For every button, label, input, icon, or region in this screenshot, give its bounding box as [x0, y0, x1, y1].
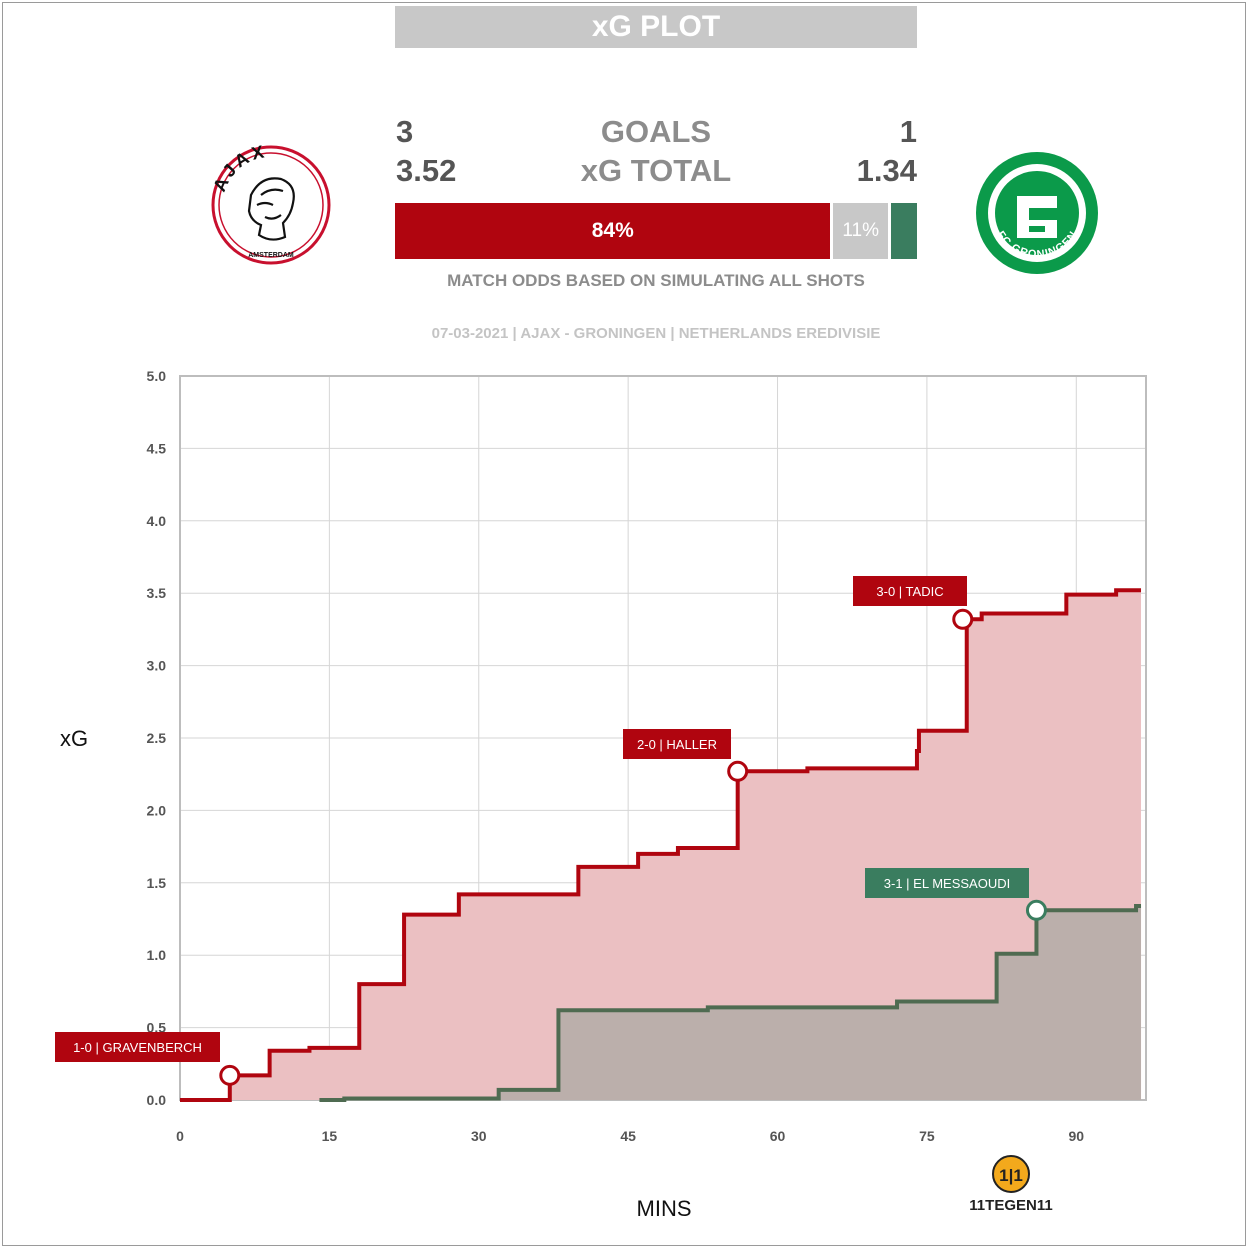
goal-annotation-box [55, 1032, 220, 1062]
home-goals: 3 [396, 114, 414, 149]
odds-note: MATCH ODDS BASED ON SIMULATING ALL SHOTS [447, 271, 865, 290]
chart-axes: 0.0 0.5 1.0 1.5 2.0 2.5 3.0 3.5 4.0 4.5 5.0 0 15 30 45… [147, 368, 1085, 1144]
x-tick-label: 90 [1068, 1128, 1084, 1144]
groningen-xg-area [180, 905, 1142, 1100]
brand-watermark: 1|1 11TEGEN11 [969, 1155, 1053, 1214]
away-goals: 1 [899, 114, 917, 149]
y-tick-label: 0.5 [147, 1020, 167, 1036]
away-team-logo: FC GRONINGEN [976, 152, 1098, 274]
ajax-xg-area [180, 590, 1142, 1100]
svg-text:1|1: 1|1 [999, 1166, 1023, 1185]
chart-lines [180, 588, 1142, 1102]
goal-marker [952, 608, 974, 630]
y-tick-label: 4.5 [147, 440, 167, 456]
y-tick-label: 3.0 [147, 658, 167, 674]
y-tick-label: 1.0 [147, 947, 167, 963]
home-win-label: 84% [591, 219, 634, 242]
goal-annotation-box [853, 576, 967, 606]
x-tick-label: 75 [919, 1128, 935, 1144]
draw-segment: 11% [833, 203, 888, 259]
chart-annotations: 1-0 | GRAVENBERCH 2-0 | HALLER 3-0 | TADIC… [55, 576, 1047, 1086]
x-tick-label: 15 [322, 1128, 338, 1144]
x-axis-label: MINS [637, 1196, 692, 1221]
goal-marker [727, 760, 749, 782]
watermark-text: 11TEGEN11 [969, 1197, 1052, 1214]
draw-label: 11% [842, 220, 879, 241]
home-team-logo: AJAX AMSTERDAM [209, 141, 331, 265]
chart-areas [180, 590, 1142, 1100]
y-tick-label: 2.0 [147, 802, 167, 818]
match-subtitle: 07-03-2021 | AJAX - GRONINGEN | NETHERLA… [431, 325, 881, 342]
y-tick-label: 0.0 [147, 1092, 167, 1108]
home-logo-subtext: AMSTERDAM [248, 252, 294, 259]
goal-annotation-label: 3-1 | EL MESSAOUDI [884, 876, 1010, 891]
away-xg-total: 1.34 [856, 153, 917, 188]
away-win-segment [890, 203, 917, 259]
page-title: xG PLOT [395, 6, 917, 48]
goal-marker [1025, 899, 1047, 921]
x-tick-label: 0 [176, 1128, 184, 1144]
ajax-xg-line [180, 588, 1142, 1102]
x-tick-label: 60 [770, 1128, 786, 1144]
goal-annotation-label: 2-0 | HALLER [637, 737, 717, 752]
goal-marker [219, 1064, 241, 1086]
x-tick-label: 30 [471, 1128, 487, 1144]
goals-label: GOALS [600, 114, 712, 149]
goal-annotation-box [865, 868, 1029, 898]
y-axis-label: xG [60, 726, 88, 751]
goal-annotation-label: 1-0 | GRAVENBERCH [73, 1040, 202, 1055]
y-tick-label: 1.5 [147, 875, 167, 891]
goal-annotation-box [623, 729, 731, 759]
y-tick-label: 5.0 [147, 368, 167, 384]
match-odds-bar: 84% 11% [395, 203, 917, 259]
x-tick-label: 45 [620, 1128, 636, 1144]
goal-annotation-label: 3-0 | TADIC [876, 584, 943, 599]
xg-total-label: xG TOTAL [580, 153, 732, 188]
y-tick-label: 3.5 [147, 585, 167, 601]
home-xg-total: 3.52 [396, 153, 457, 188]
y-tick-label: 2.5 [147, 730, 167, 746]
y-tick-label: 4.0 [147, 513, 167, 529]
groningen-xg-line [319, 903, 1142, 1102]
home-win-segment: 84% [395, 203, 831, 259]
